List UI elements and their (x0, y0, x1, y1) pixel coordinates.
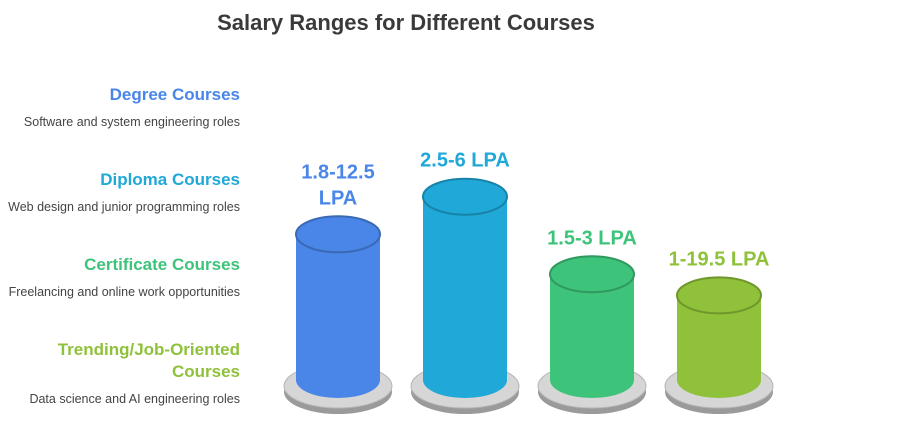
legend-item-degree: Degree Courses Software and system engin… (0, 84, 240, 130)
legend-description: Freelancing and online work opportunitie… (8, 285, 240, 299)
legend-name: Degree Courses (109, 85, 240, 104)
bar-cylinder-top (422, 177, 508, 216)
chart-title: Salary Ranges for Different Courses (217, 10, 595, 35)
bar-cylinder-top (676, 276, 762, 315)
bar-value-label: 2.5-6 LPA (420, 150, 510, 172)
bar-cylinder (550, 274, 634, 398)
legend-description: Web design and junior programming roles (8, 200, 240, 214)
legend-name: Diploma Courses (100, 170, 240, 189)
legend-description: Software and system engineering roles (23, 115, 240, 129)
legend-name: Certificate Courses (84, 255, 240, 274)
bar-value-label: LPA (319, 187, 358, 209)
bar-cylinder-top (295, 215, 381, 254)
bar-cylinder (677, 295, 761, 398)
bar-cylinder (296, 234, 380, 398)
bar-value-label: 1-19.5 LPA (669, 248, 770, 270)
legend-item-trending: Trending/Job-Oriented Courses Data scien… (0, 339, 240, 407)
bar-cylinder-top (549, 255, 635, 294)
bar-cylinder (423, 196, 507, 398)
bar-value-label: 1.5-3 LPA (547, 227, 637, 249)
legend-description: Data science and AI engineering roles (29, 392, 240, 406)
legend-item-certificate: Certificate Courses Freelancing and onli… (0, 254, 240, 300)
bar-value-label: 1.8-12.5 (301, 161, 374, 183)
legend-item-diploma: Diploma Courses Web design and junior pr… (0, 169, 240, 215)
legend-name: Trending/Job-Oriented Courses (57, 340, 240, 381)
